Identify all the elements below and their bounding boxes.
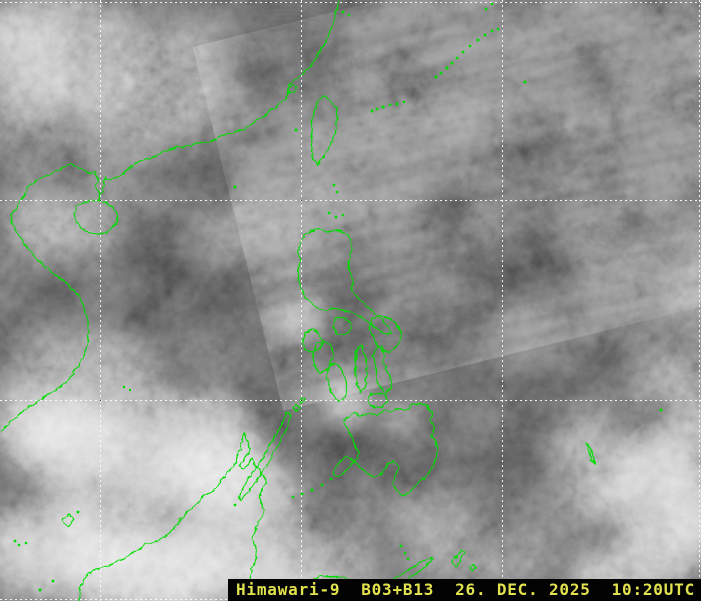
coast-hainan [72, 198, 117, 234]
caption-text: Himawari-9 B03+B13 26. DEC. 2025 10:20UT… [236, 580, 696, 599]
coast-china [15, 0, 339, 207]
coast-palawan [237, 410, 291, 500]
coast-luzon [296, 227, 391, 334]
caption-bar: Himawari-9 B03+B13 26. DEC. 2025 10:20UT… [228, 579, 701, 601]
coast-taiwan [309, 94, 338, 165]
coast-vietnam [0, 205, 89, 431]
cloud-streets-texture [192, 0, 701, 411]
island-dots [13, 2, 663, 592]
coast-mindoro [300, 328, 323, 352]
coast-borneo [77, 431, 266, 601]
coast-mindanao [331, 401, 438, 496]
